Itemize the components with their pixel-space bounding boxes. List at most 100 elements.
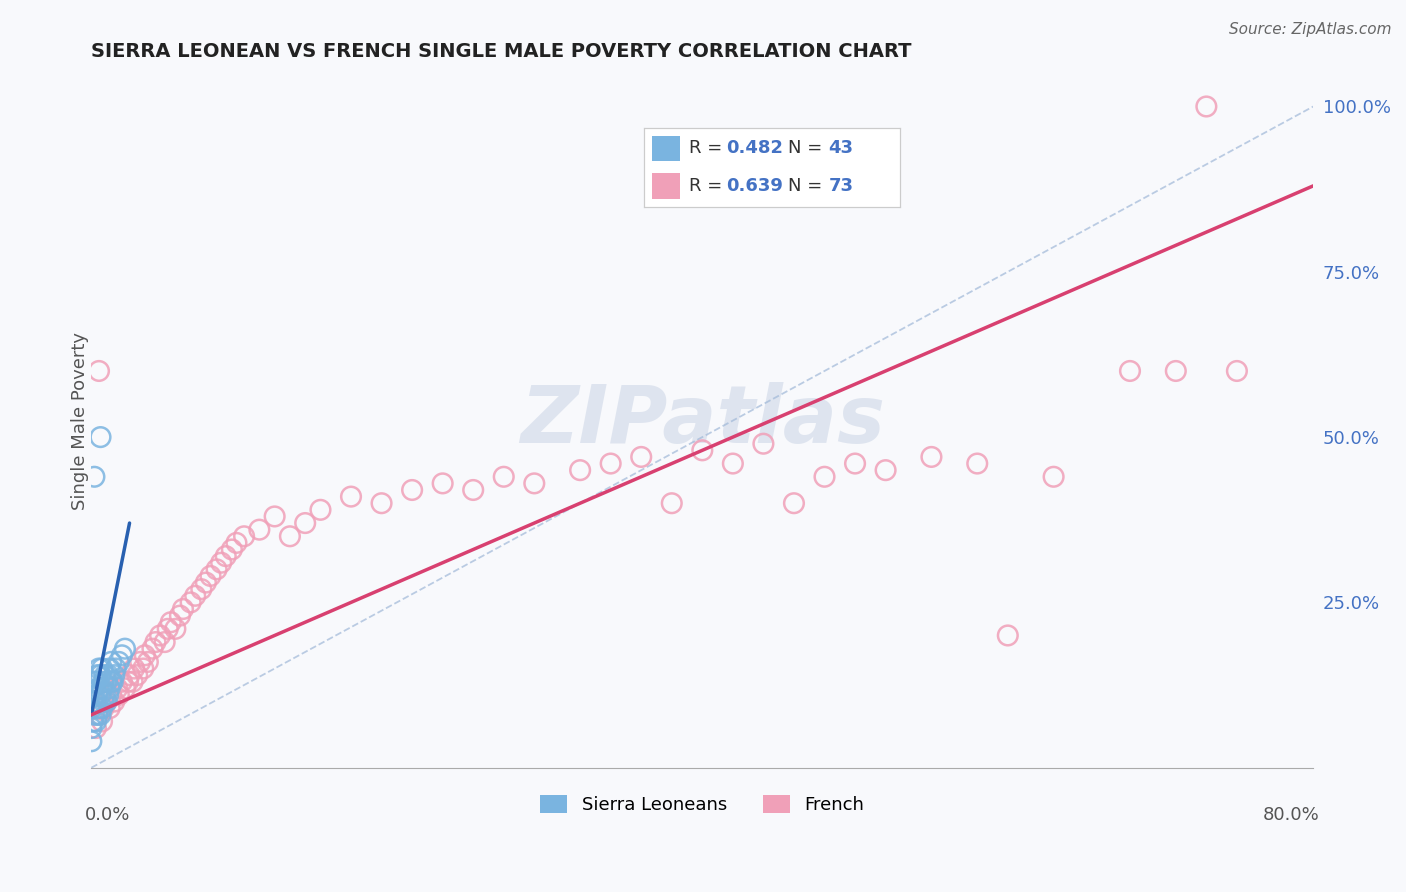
Point — [111, 674, 134, 689]
Point — [599, 457, 621, 471]
Point — [692, 443, 714, 458]
Point — [100, 688, 122, 702]
Point — [91, 714, 114, 729]
Y-axis label: Single Male Poverty: Single Male Poverty — [72, 332, 89, 509]
Point — [129, 655, 152, 669]
Point — [100, 655, 122, 669]
Text: 73: 73 — [828, 178, 853, 195]
Point — [225, 536, 247, 550]
Point — [165, 622, 187, 636]
Point — [156, 622, 179, 636]
Point — [569, 463, 592, 477]
Point — [114, 681, 136, 696]
Point — [103, 695, 125, 709]
Point — [94, 688, 117, 702]
Point — [91, 701, 114, 715]
FancyBboxPatch shape — [652, 136, 681, 161]
Point — [93, 701, 115, 715]
Point — [87, 661, 110, 675]
Point — [100, 674, 122, 689]
Point — [205, 562, 228, 576]
Text: R =: R = — [689, 139, 728, 157]
Text: SIERRA LEONEAN VS FRENCH SINGLE MALE POVERTY CORRELATION CHART: SIERRA LEONEAN VS FRENCH SINGLE MALE POV… — [91, 42, 912, 61]
Point — [661, 496, 683, 510]
Point — [89, 668, 111, 682]
Point — [247, 523, 270, 537]
Point — [783, 496, 806, 510]
Point — [80, 701, 103, 715]
Point — [97, 688, 120, 702]
Point — [1164, 364, 1187, 378]
Point — [98, 681, 121, 696]
Point — [149, 628, 172, 642]
Text: 43: 43 — [828, 139, 853, 157]
Point — [84, 695, 107, 709]
Point — [83, 688, 105, 702]
Point — [370, 496, 392, 510]
Point — [86, 688, 108, 702]
Point — [875, 463, 897, 477]
Point — [200, 569, 222, 583]
Point — [920, 450, 942, 464]
Point — [97, 668, 120, 682]
Point — [91, 681, 114, 696]
Point — [997, 628, 1019, 642]
Point — [91, 661, 114, 675]
Point — [172, 602, 194, 616]
Point — [101, 674, 124, 689]
Point — [492, 469, 515, 483]
Point — [1226, 364, 1249, 378]
Text: 80.0%: 80.0% — [1263, 805, 1319, 824]
Point — [89, 707, 111, 722]
Point — [844, 457, 866, 471]
Point — [103, 668, 125, 682]
Point — [89, 688, 111, 702]
Point — [141, 641, 163, 656]
Point — [83, 469, 105, 483]
Point — [432, 476, 454, 491]
Point — [1042, 469, 1064, 483]
Point — [118, 668, 141, 682]
Point — [117, 674, 139, 689]
Point — [180, 595, 202, 609]
Point — [145, 635, 167, 649]
Point — [184, 589, 207, 603]
Point — [401, 483, 423, 497]
Point — [132, 661, 155, 675]
Point — [80, 734, 103, 748]
Text: R =: R = — [689, 178, 728, 195]
Text: N =: N = — [787, 178, 828, 195]
Point — [278, 529, 301, 543]
Point — [630, 450, 652, 464]
Point — [93, 695, 115, 709]
Point — [309, 503, 332, 517]
Text: ZIPatlas: ZIPatlas — [520, 382, 884, 459]
Point — [89, 430, 111, 444]
Point — [87, 681, 110, 696]
Point — [122, 661, 145, 675]
Point — [83, 707, 105, 722]
Point — [134, 648, 156, 663]
Point — [83, 674, 105, 689]
Point — [98, 701, 121, 715]
Point — [82, 714, 104, 729]
Text: 0.482: 0.482 — [727, 139, 783, 157]
Point — [1195, 99, 1218, 113]
Point — [153, 635, 176, 649]
Point — [194, 575, 217, 590]
Point — [111, 648, 134, 663]
Text: Source: ZipAtlas.com: Source: ZipAtlas.com — [1229, 22, 1392, 37]
Point — [721, 457, 744, 471]
Point — [136, 655, 159, 669]
Point — [463, 483, 485, 497]
Point — [209, 556, 232, 570]
Point — [87, 701, 110, 715]
Point — [127, 668, 149, 682]
Point — [84, 714, 107, 729]
Point — [263, 509, 285, 524]
Point — [966, 457, 988, 471]
Point — [86, 668, 108, 682]
Point — [340, 490, 363, 504]
Point — [84, 674, 107, 689]
Point — [108, 688, 131, 702]
